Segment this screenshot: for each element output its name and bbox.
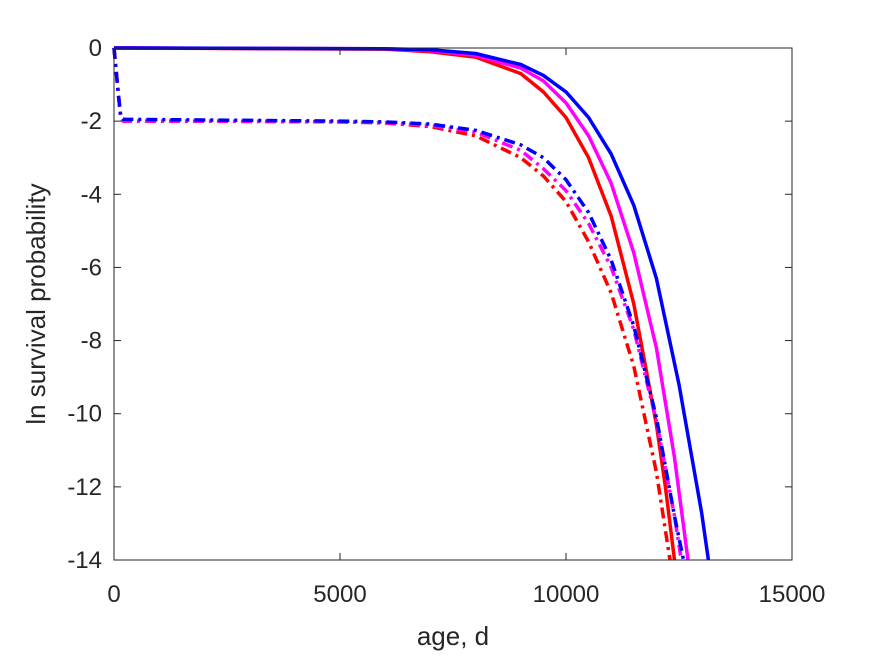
series-line-6-dashdot <box>112 47 686 561</box>
y-tick-label: -8 <box>81 328 102 355</box>
y-axis-label: ln survival probability <box>21 183 51 424</box>
y-tick-label: 0 <box>89 35 102 62</box>
y-tick-label: -6 <box>81 254 102 281</box>
x-tick-label: 10000 <box>533 581 600 608</box>
x-tick-label: 5000 <box>313 581 366 608</box>
y-tick-label: -12 <box>67 474 102 501</box>
y-tick-label: -10 <box>67 401 102 428</box>
series-layer <box>112 46 711 561</box>
x-tick-label: 15000 <box>759 581 826 608</box>
y-tick-label: -2 <box>81 108 102 135</box>
x-axis-label: age, d <box>417 621 489 651</box>
axes-box <box>113 47 793 561</box>
y-tick-label: -4 <box>81 181 102 208</box>
series-line-3-solid <box>113 46 711 561</box>
x-tick-label: 0 <box>107 581 120 608</box>
plot-area <box>114 48 792 560</box>
y-tick-label: -14 <box>67 547 102 574</box>
